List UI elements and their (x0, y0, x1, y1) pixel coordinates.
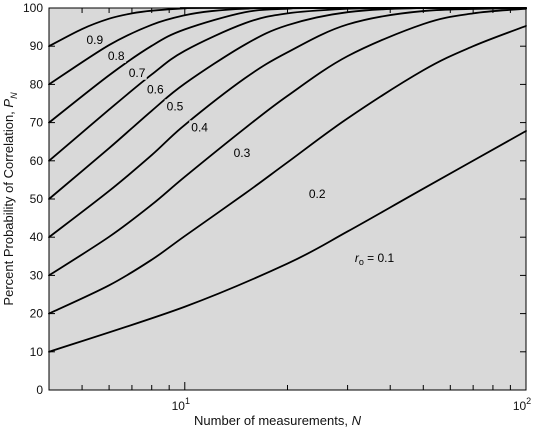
curve-labels: 0.9 0.8 0.70.60.5 0.4 0.3 0.2 ro = 0.1 (84, 32, 405, 267)
curve-r-0-2 (48, 25, 527, 315)
curve-label-bg (306, 187, 327, 202)
curve-label: 0.8 (108, 49, 125, 63)
x-tick-label: 102 (513, 396, 531, 413)
y-tick-label: 0 (36, 383, 43, 397)
curve-r-0-1 (48, 130, 527, 353)
y-tick-label: 20 (30, 307, 44, 321)
y-tick-label: 10 (30, 345, 44, 359)
curve-label-bg (84, 32, 105, 47)
curve-label-bg (231, 145, 252, 160)
curve-label-bg (105, 48, 126, 63)
curve-group (48, 7, 527, 353)
curve-label: 0.6 (147, 83, 164, 97)
curve-label-bg (164, 99, 185, 114)
y-tick-label: 40 (30, 230, 44, 244)
curve-label: 0.9 (86, 33, 103, 47)
curve-label: 0.4 (191, 120, 208, 134)
curve-label: 0.5 (167, 99, 184, 113)
curve-label-bg (189, 120, 210, 135)
curve-label: ro = 0.1 (355, 251, 395, 267)
curve-r-0-4 (48, 7, 527, 239)
y-axis-title: Percent Probability of Correlation, PN (1, 92, 19, 306)
x-axis-title: Number of measurements, N (194, 413, 362, 428)
y-tick-label: 60 (30, 154, 44, 168)
y-tick-label: 30 (30, 268, 44, 282)
y-tick-label: 50 (30, 192, 44, 206)
y-tick-label: 80 (30, 77, 44, 91)
curve-r-0-3 (48, 7, 527, 277)
curve-label-bg (126, 65, 147, 80)
x-tick-label: 101 (172, 396, 190, 413)
curve-label: 0.3 (234, 146, 251, 160)
y-tick-label: 100 (23, 1, 43, 15)
curve-label-bg (352, 251, 405, 266)
plot-area (49, 8, 526, 390)
curve-label: 0.2 (309, 187, 326, 201)
y-tick-label: 70 (30, 116, 44, 130)
y-tick-label: 90 (30, 39, 44, 53)
curve-label-bg (145, 82, 166, 97)
curve-label: 0.7 (129, 66, 146, 80)
